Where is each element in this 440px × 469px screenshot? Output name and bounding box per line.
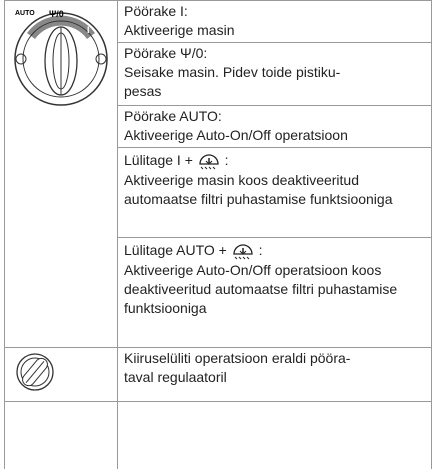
knob-label: AUTO bbox=[15, 10, 35, 17]
heading-text: Lülitage I + bbox=[124, 152, 193, 168]
row-text: Lülitage AUTO + :Aktiveerige Auto-On/Off… bbox=[118, 238, 432, 348]
empty-cell bbox=[5, 402, 118, 469]
heading-text: Lülitage AUTO + bbox=[124, 242, 227, 258]
text-line: Pöörake I: bbox=[124, 2, 425, 21]
text-line: Pöörake Ψ/0: bbox=[124, 44, 425, 63]
regulator-icon bbox=[13, 350, 57, 394]
text-line: Aktiveerige masin koos deaktiveeritud au… bbox=[124, 171, 425, 209]
empty-cell bbox=[118, 402, 432, 469]
text-line: pesas bbox=[124, 82, 425, 101]
instruction-table: AUTO Ψ/0 I Pöörake I:Aktiveerige masin P… bbox=[4, 0, 432, 469]
text-line: taval regulaatoril bbox=[124, 368, 425, 387]
heading-text: : bbox=[225, 152, 229, 168]
row-text: Lülitage I + :Aktiveerige masin koos dea… bbox=[118, 148, 432, 238]
heading: Lülitage I + : bbox=[124, 149, 425, 171]
filter-icon bbox=[197, 149, 221, 171]
knob-icon: AUTO Ψ/0 I bbox=[9, 3, 113, 113]
filter-icon bbox=[231, 239, 255, 261]
regulator-cell bbox=[5, 348, 118, 402]
text-line: Aktiveerige Auto-On/Off operatsioon koos… bbox=[124, 261, 425, 318]
row-text: Pöörake I:Aktiveerige masin bbox=[118, 1, 432, 43]
text-line: Aktiveerige masin bbox=[124, 21, 425, 40]
row-text: Pöörake AUTO:Aktiveerige Auto-On/Off ope… bbox=[118, 106, 432, 148]
text-line: Pöörake AUTO: bbox=[124, 107, 425, 126]
heading-text: : bbox=[259, 242, 263, 258]
knob-label: Ψ/0 bbox=[49, 9, 64, 19]
knob-cell: AUTO Ψ/0 I bbox=[5, 1, 118, 348]
text-line: Seisake masin. Pidev toide pistiku- bbox=[124, 63, 425, 82]
heading: Lülitage AUTO + : bbox=[124, 239, 425, 261]
text-line: Kiiruselüliti operatsioon eraldi pööra- bbox=[124, 349, 425, 368]
text-line: Aktiveerige Auto-On/Off operatsioon bbox=[124, 126, 425, 145]
knob-label: I bbox=[87, 25, 90, 35]
row-text: Pöörake Ψ/0:Seisake masin. Pidev toide p… bbox=[118, 43, 432, 106]
row-text: Kiiruselüliti operatsioon eraldi pööra-t… bbox=[118, 348, 432, 402]
